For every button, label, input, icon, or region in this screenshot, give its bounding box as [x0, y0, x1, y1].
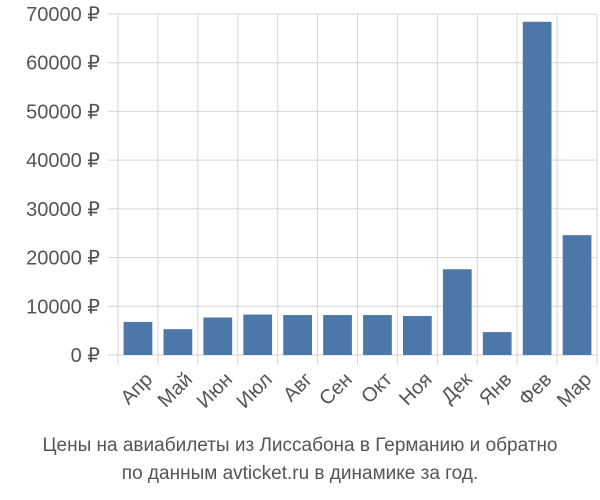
x-tick-label: Авг	[279, 369, 317, 407]
x-tick-label: Июл	[233, 369, 277, 413]
y-tick-label: 40000 ₽	[26, 150, 100, 172]
x-tick-label: Июн	[193, 369, 237, 413]
bar-5	[323, 315, 352, 355]
chart-caption-line-2: по данным avticket.ru в динамике за год.	[121, 463, 479, 484]
bar-3	[243, 314, 273, 355]
price-bar-chart: 0 ₽ 10000 ₽ 20000 ₽ 30000 ₽ 40000 ₽ 50000 ₽ 60…	[26, 4, 598, 413]
grid-lines	[108, 13, 598, 365]
x-tick-label: Ноя	[395, 369, 436, 410]
bar-1	[163, 329, 193, 355]
x-tick-label: Янв	[475, 369, 516, 410]
x-tick-label: Сен	[315, 369, 356, 410]
bars	[123, 21, 592, 356]
bar-9	[482, 332, 512, 355]
bar-7	[403, 316, 432, 355]
x-tick-label: Мар	[553, 369, 596, 412]
y-axis-tick-labels: 0 ₽ 10000 ₽ 20000 ₽ 30000 ₽ 40000 ₽ 50000 ₽ 60…	[26, 4, 100, 367]
bar-10	[522, 21, 552, 356]
bar-4	[283, 315, 312, 355]
bar-8	[442, 269, 472, 355]
y-tick-label: 0 ₽	[71, 345, 101, 367]
y-tick-label: 70000 ₽	[26, 4, 100, 26]
x-tick-label: Апр	[117, 369, 158, 410]
bar-2	[203, 317, 233, 355]
x-tick-label: Дек	[437, 368, 476, 407]
x-tick-label: Окт	[357, 369, 396, 408]
bar-0	[123, 321, 153, 355]
bar-11	[562, 235, 592, 355]
y-tick-label: 50000 ₽	[26, 101, 100, 123]
y-tick-label: 30000 ₽	[26, 199, 100, 221]
x-tick-label: Фев	[515, 369, 557, 411]
y-tick-label: 20000 ₽	[26, 248, 100, 270]
chart-caption-line-1: Цены на авиабилеты из Лиссабона в Герман…	[42, 435, 558, 456]
x-tick-label: Май	[154, 369, 197, 412]
y-tick-label: 10000 ₽	[26, 296, 100, 318]
bar-6	[363, 315, 392, 355]
y-tick-label: 60000 ₽	[26, 53, 100, 75]
